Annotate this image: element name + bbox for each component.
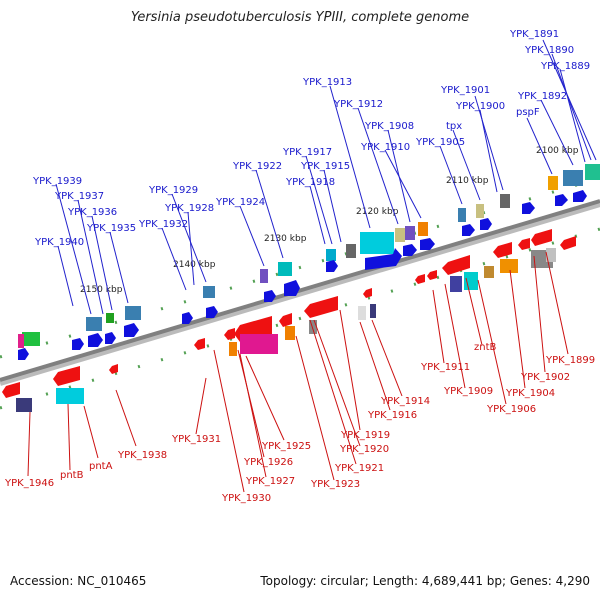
gene-label: YPK_1946 — [4, 478, 54, 489]
gene-label: YPK_1905 — [415, 137, 465, 148]
gene-label: YPK_1899 — [545, 355, 595, 366]
reverse-gene-labels: YPK_1899 YPK_1902 YPK_1904 YPK_1906 zntB… — [4, 342, 595, 504]
gene-label: pntB — [60, 470, 84, 481]
gene-label: YPK_1924 — [215, 197, 265, 208]
gene-label: YPK_1913 — [302, 77, 352, 88]
gene-label: YPK_1914 — [380, 396, 430, 407]
gene-label: YPK_1889 — [540, 61, 590, 72]
gene-label: YPK_1923 — [310, 479, 360, 490]
forward-gene-labels: YPK_1891 YPK_1890 YPK_1889 YPK_1892 pspF… — [32, 29, 590, 248]
gene-label: YPK_1908 — [364, 121, 414, 132]
forward-features — [18, 164, 600, 360]
reverse-leaders — [27, 251, 569, 493]
reverse-features — [2, 229, 576, 412]
gene-label: YPK_1891 — [509, 29, 559, 40]
gene-label: YPK_1911 — [420, 362, 470, 373]
gene-label: YPK_1915 — [300, 161, 350, 172]
gene-label: YPK_1917 — [282, 147, 332, 158]
tick-label: 2100 kbp — [536, 146, 579, 156]
gene-label: YPK_1932 — [138, 219, 188, 230]
gene-label: pspF — [516, 107, 540, 118]
gene-label: YPK_1940 — [34, 237, 84, 248]
tick-label: 2140 kbp — [173, 260, 216, 270]
tick-row-top — [0, 176, 600, 359]
tick-label: 2120 kbp — [356, 207, 399, 217]
gene-label: YPK_1930 — [221, 493, 271, 504]
genome-info-label: Topology: circular; Length: 4,689,441 bp… — [260, 574, 590, 588]
gene-label: YPK_1935 — [86, 223, 136, 234]
gene-label: YPK_1912 — [333, 99, 383, 110]
gene-label: YPK_1927 — [245, 476, 295, 487]
gene-label: YPK_1916 — [367, 410, 417, 421]
gene-label: zntB — [474, 342, 497, 353]
gene-label: YPK_1901 — [440, 85, 490, 96]
gene-label: YPK_1918 — [285, 177, 335, 188]
gene-label: YPK_1925 — [261, 441, 311, 452]
tick-label: 2130 kbp — [264, 234, 307, 244]
backbone — [0, 199, 600, 382]
gene-label: pntA — [89, 461, 113, 472]
gene-label: YPK_1892 — [517, 91, 567, 102]
gene-label: YPK_1938 — [117, 450, 167, 461]
gene-label: YPK_1936 — [67, 207, 117, 218]
gene-label: YPK_1926 — [243, 457, 293, 468]
gene-label: YPK_1909 — [443, 386, 493, 397]
accession-label: Accession: NC_010465 — [10, 574, 147, 588]
gene-label: YPK_1922 — [232, 161, 282, 172]
map-title: Yersinia pseudotuberculosis YPIII, compl… — [130, 10, 470, 25]
gene-label: YPK_1906 — [486, 404, 536, 415]
gene-label: YPK_1900 — [455, 101, 505, 112]
tick-label: 2150 kbp — [80, 285, 123, 295]
gene-label: YPK_1902 — [520, 372, 570, 383]
tick-row-bottom — [0, 227, 600, 410]
tick-label: 2110 kbp — [446, 176, 489, 186]
gene-label: YPK_1920 — [339, 444, 389, 455]
gene-label: YPK_1921 — [334, 463, 384, 474]
gene-label: YPK_1937 — [54, 191, 104, 202]
gene-label: YPK_1910 — [360, 142, 410, 153]
gene-label: tpx — [446, 121, 462, 132]
gene-label: YPK_1890 — [524, 45, 574, 56]
gene-label: YPK_1929 — [148, 185, 198, 196]
gene-label: YPK_1904 — [505, 388, 555, 399]
gene-label: YPK_1939 — [32, 176, 82, 187]
gene-label: YPK_1919 — [340, 430, 390, 441]
gene-label: YPK_1931 — [171, 434, 221, 445]
forward-leaders — [55, 39, 597, 315]
backbone-shadow — [0, 201, 600, 386]
gene-label: YPK_1928 — [164, 203, 214, 214]
